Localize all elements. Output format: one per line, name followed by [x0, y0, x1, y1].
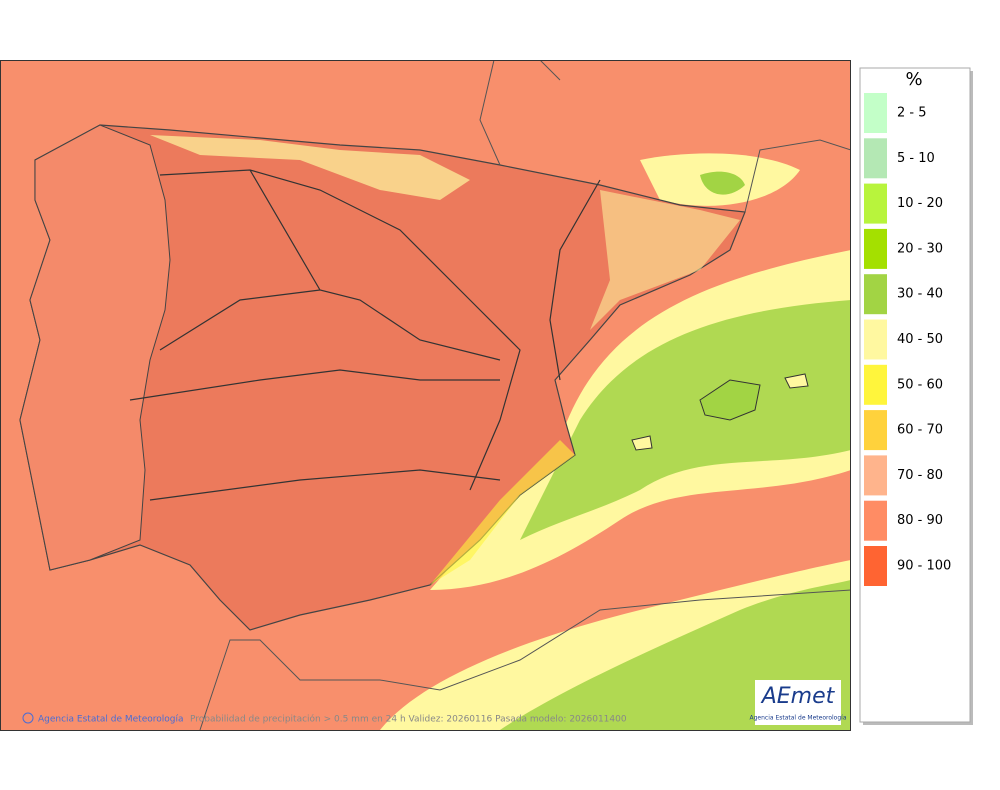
precip-area	[590, 190, 740, 330]
legend-label: 80 - 90	[897, 513, 943, 528]
border	[129, 169, 601, 501]
legend-label: 60 - 70	[897, 423, 943, 438]
precip-area	[150, 135, 470, 200]
legend-swatch	[864, 364, 887, 405]
legend-label: 90 - 100	[897, 559, 951, 574]
legend-swatch	[864, 546, 887, 586]
map: AEmet Agencia Estatal de Meteorología Ag…	[0, 60, 851, 730]
island	[784, 373, 809, 389]
logo-subtitle: Agencia Estatal de Meteorología	[750, 715, 847, 722]
portugal	[19, 124, 171, 571]
precip-area	[700, 171, 745, 195]
legend-title: %	[905, 69, 922, 90]
legend-swatch	[864, 410, 887, 451]
legend-swatch	[864, 274, 887, 315]
precip-area	[520, 300, 851, 540]
legend-swatch	[864, 93, 887, 133]
coastline	[199, 60, 851, 730]
legend-label: 50 - 60	[897, 377, 943, 392]
island	[631, 435, 653, 451]
legend-swatch	[864, 138, 887, 179]
legend-label: 2 - 5	[897, 106, 927, 121]
legend-label: 20 - 30	[897, 241, 943, 256]
legend-swatch	[864, 228, 887, 269]
logo: AEmet	[760, 684, 836, 709]
legend-swatch	[864, 319, 887, 360]
logo-box	[755, 680, 841, 725]
copyright-icon	[22, 712, 34, 724]
map-frame	[0, 60, 851, 731]
legend-label: 5 - 10	[897, 151, 935, 166]
legend-label: 40 - 50	[897, 332, 943, 347]
legend-label: 10 - 20	[897, 196, 943, 211]
legend-swatch	[864, 500, 887, 541]
precip-area	[430, 440, 575, 585]
credit: Agencia Estatal de Meteorología	[38, 715, 184, 725]
legend-swatch	[864, 455, 887, 496]
legend-label: 70 - 80	[897, 468, 943, 483]
island	[699, 379, 761, 421]
legend: 2 - 5 5 - 10 10 - 20 20 - 30 30 - 40 40 - 50 5…	[864, 93, 951, 586]
legend-swatch	[864, 183, 887, 224]
caption: Probabilidad de precipitación > 0.5 mm e…	[190, 714, 627, 725]
legend-label: 30 - 40	[897, 287, 943, 302]
